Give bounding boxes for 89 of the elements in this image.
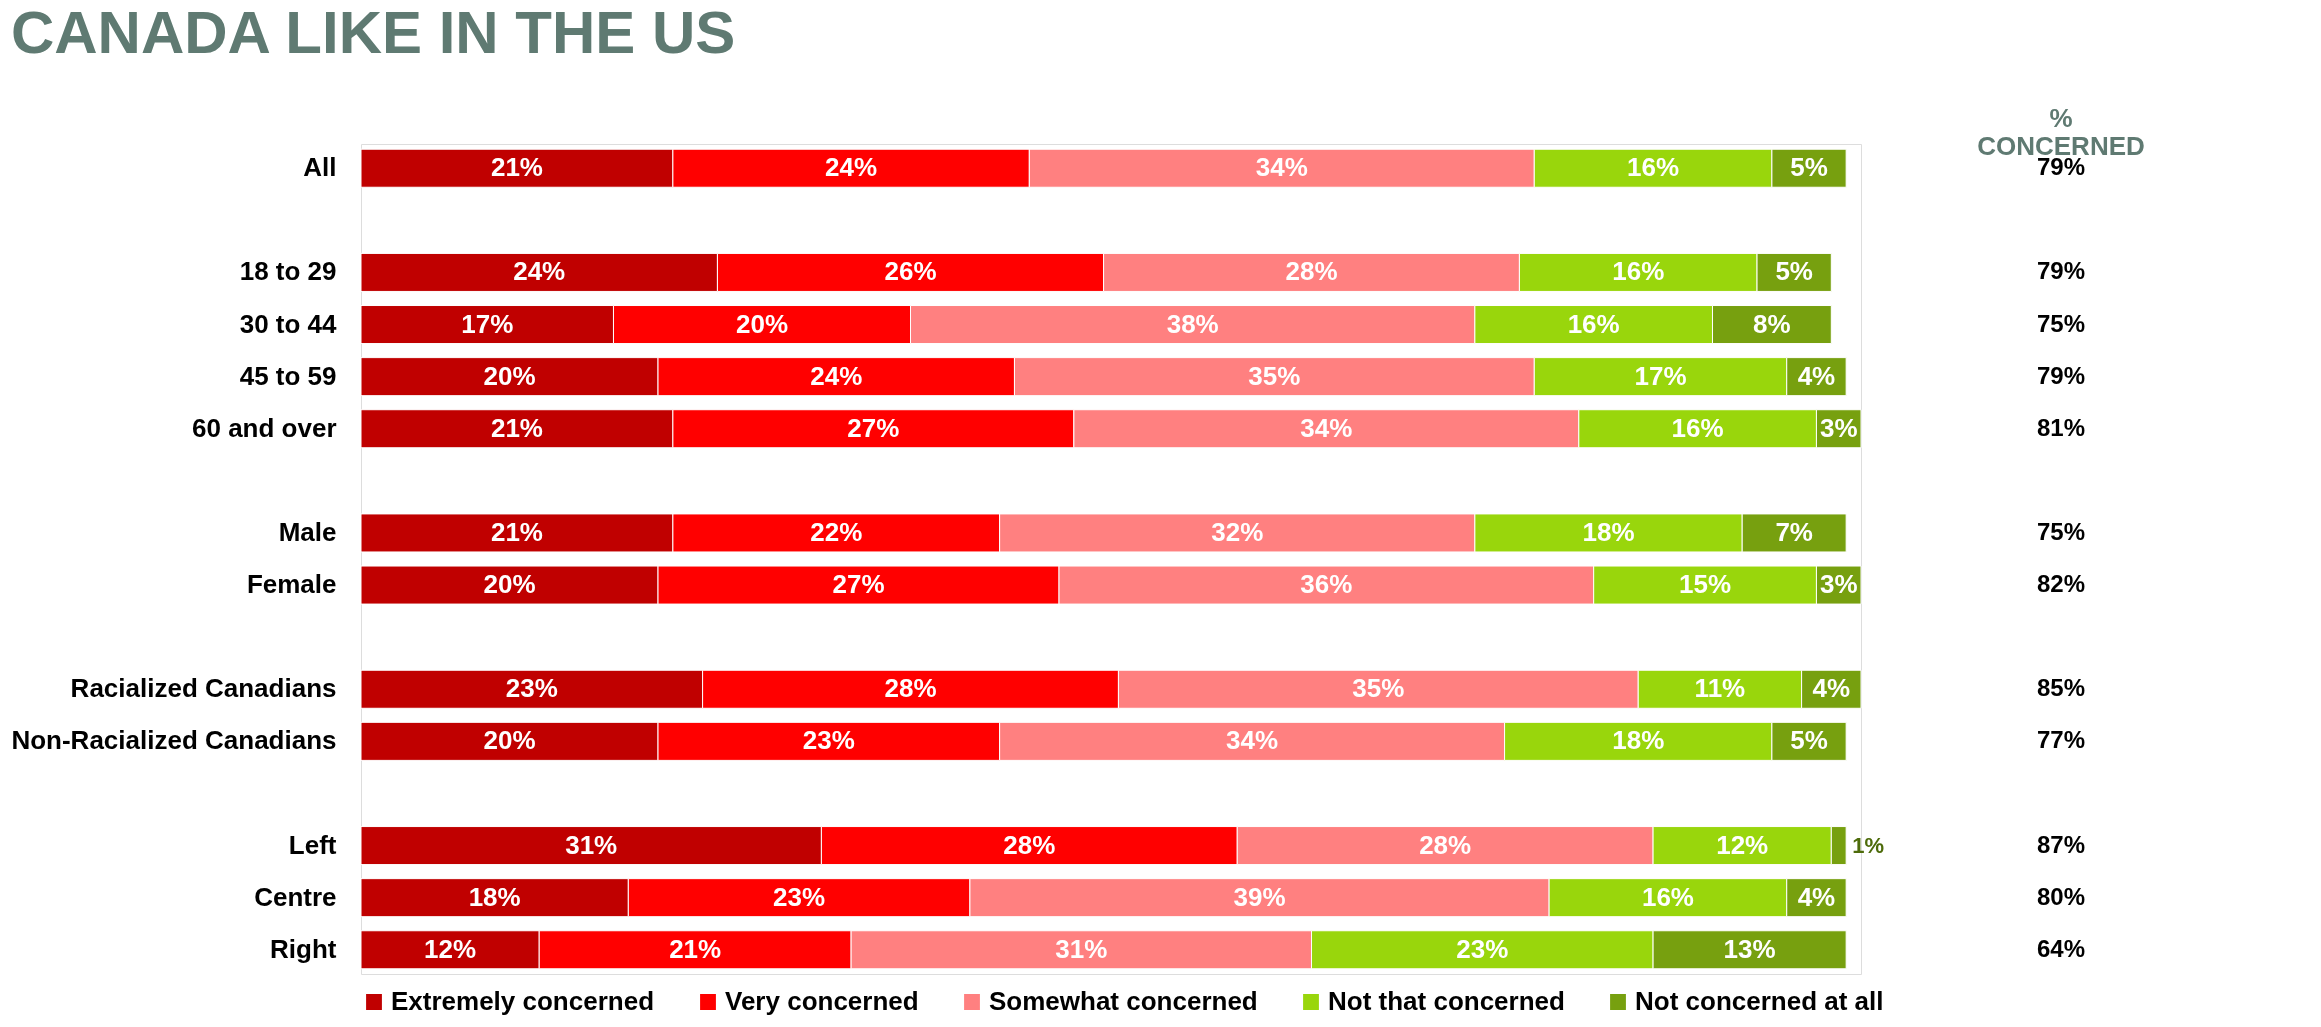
- data-label: 24%: [825, 152, 878, 183]
- data-label: 5%: [1775, 256, 1813, 287]
- text: 79%: [2036, 361, 2086, 389]
- text: 87%: [2036, 830, 2086, 858]
- data-label: 16%: [1641, 881, 1694, 912]
- data-label: 26%: [884, 256, 937, 287]
- text: 80%: [2036, 882, 2086, 910]
- data-label: 16%: [1671, 412, 1724, 443]
- data-label: 4%: [1797, 360, 1836, 391]
- data-label: 18%: [1582, 516, 1635, 547]
- data-label: 7%: [1775, 516, 1813, 547]
- y-tick-label: Male: [278, 516, 337, 547]
- y-tick-label: 30 to 44: [239, 308, 338, 339]
- y-tick-label: 45 to 59: [239, 360, 337, 391]
- text: 82%: [2036, 570, 2086, 598]
- data-label: 24%: [810, 360, 863, 391]
- data-label: 16%: [1627, 152, 1680, 183]
- legend-label: Very concerned: [725, 986, 919, 1016]
- data-label: 3%: [1819, 569, 1858, 600]
- y-tick-label: Female: [246, 569, 337, 600]
- data-label: 28%: [1285, 256, 1338, 287]
- data-label: 24%: [513, 256, 566, 287]
- data-label: 28%: [1419, 829, 1472, 860]
- text: 75%: [2036, 517, 2086, 545]
- data-label: 27%: [832, 569, 885, 600]
- data-label: 1%: [1852, 832, 1884, 858]
- y-tick-label: All: [303, 152, 337, 183]
- data-label: 18%: [468, 881, 521, 912]
- data-label: 28%: [884, 673, 937, 704]
- text: 79%: [2036, 257, 2086, 285]
- y-tick-label: Centre: [254, 881, 337, 912]
- data-label: 31%: [1055, 933, 1108, 964]
- y-tick-label: 18 to 29: [239, 256, 337, 287]
- text: 81%: [2036, 413, 2086, 441]
- data-label: 17%: [461, 308, 514, 339]
- data-label: 17%: [1634, 360, 1687, 391]
- text: 77%: [2036, 726, 2086, 754]
- legend-label: Not that concerned: [1328, 986, 1565, 1016]
- data-label: 32%: [1211, 516, 1264, 547]
- data-label: 35%: [1248, 360, 1301, 391]
- data-label: 15%: [1679, 569, 1732, 600]
- data-label: 34%: [1300, 412, 1353, 443]
- data-label: 11%: [1694, 673, 1746, 704]
- data-label: 39%: [1233, 881, 1286, 912]
- legend-label: Extremely concerned: [391, 986, 655, 1016]
- text: 75%: [2036, 309, 2086, 337]
- data-label: 20%: [483, 360, 536, 391]
- y-tick-label: Left: [288, 829, 337, 860]
- data-label: 38%: [1166, 308, 1219, 339]
- data-label: 21%: [490, 412, 543, 443]
- text: 64%: [2036, 934, 2086, 962]
- y-tick-label: Non-Racialized Canadians: [11, 725, 337, 756]
- data-label: 16%: [1612, 256, 1665, 287]
- data-label: 20%: [735, 308, 789, 339]
- data-label: 35%: [1352, 673, 1405, 704]
- data-label: 36%: [1300, 569, 1353, 600]
- y-tick-label: 60 and over: [191, 412, 337, 443]
- data-label: 5%: [1790, 725, 1828, 756]
- text: 85%: [2036, 674, 2086, 702]
- data-label: 34%: [1255, 152, 1308, 183]
- legend-label: Somewhat concerned: [989, 986, 1258, 1016]
- data-label: 34%: [1226, 725, 1279, 756]
- data-label: 23%: [505, 673, 558, 704]
- data-label: 28%: [1003, 829, 1056, 860]
- data-label: 23%: [802, 725, 855, 756]
- data-label: 21%: [490, 152, 543, 183]
- data-label: 22%: [810, 516, 863, 547]
- data-label: 4%: [1797, 881, 1836, 912]
- data-label: 23%: [773, 881, 826, 912]
- y-tick-label: Racialized Canadians: [70, 673, 337, 704]
- data-label: 21%: [490, 516, 543, 547]
- data-label: 31%: [565, 829, 618, 860]
- data-label: 27%: [847, 412, 900, 443]
- data-label: 8%: [1753, 308, 1791, 339]
- data-label: 21%: [669, 933, 722, 964]
- legend-label: Not concerned at all: [1635, 986, 1884, 1016]
- data-label: 13%: [1723, 933, 1776, 964]
- data-label: 23%: [1456, 933, 1509, 964]
- data-label: 20%: [483, 569, 536, 600]
- chart-title: CANADA LIKE IN THE US: [10, 0, 736, 66]
- data-label: 12%: [424, 933, 477, 964]
- data-label: 20%: [483, 725, 536, 756]
- data-label: 12%: [1716, 829, 1769, 860]
- data-label: 18%: [1612, 725, 1665, 756]
- data-label: 5%: [1790, 152, 1828, 183]
- data-label: 4%: [1812, 673, 1851, 704]
- data-label: 16%: [1567, 308, 1620, 339]
- data-label: 3%: [1819, 412, 1858, 443]
- y-tick-label: Right: [270, 933, 337, 964]
